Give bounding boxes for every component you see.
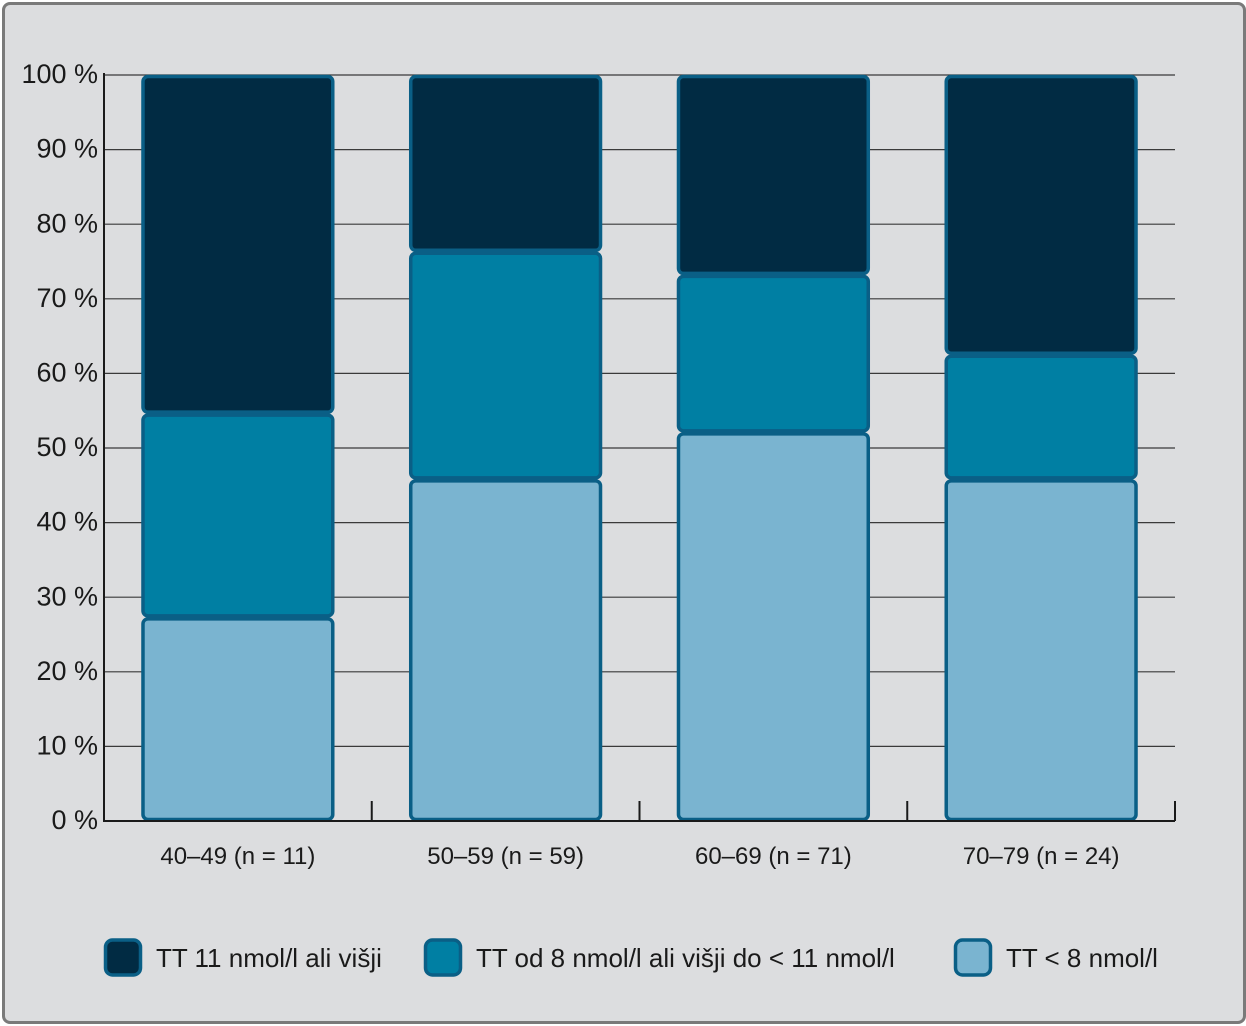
x-category-label: 60–69 (n = 71) xyxy=(695,843,852,870)
y-axis-tick-labels: 0 % 10 % 20 % 30 % 40 % 50 % 60 % 70 % 80 % 90 % 1… xyxy=(21,59,98,835)
bar-segment xyxy=(944,74,1138,355)
y-tick-label: 10 % xyxy=(36,731,98,761)
legend: TT 11 nmol/l ali višji TT od 8 nmol/l ali… xyxy=(103,938,1158,977)
y-tick-label: 70 % xyxy=(36,283,98,313)
bar-segment xyxy=(676,74,871,276)
legend-swatch xyxy=(953,938,993,977)
y-tick-label: 80 % xyxy=(36,208,98,238)
legend-label: TT < 8 nmol/l xyxy=(1006,943,1158,973)
bar-segment xyxy=(944,479,1138,822)
bar-segment xyxy=(141,74,335,414)
x-axis-category-labels: 40–49 (n = 11) 50–59 (n = 59) 60–69 (n = 7… xyxy=(160,843,1119,870)
bars xyxy=(141,74,1138,822)
legend-label: TT 11 nmol/l ali višji xyxy=(156,943,382,973)
bar-segment xyxy=(408,479,603,822)
y-tick-label: 0 % xyxy=(51,805,98,835)
bar-segment xyxy=(141,413,335,618)
bar-segment xyxy=(676,432,871,822)
bar-segment xyxy=(141,617,335,822)
legend-label: TT od 8 nmol/l ali višji do < 11 nmol/l xyxy=(476,943,895,973)
y-tick-label: 60 % xyxy=(36,358,98,388)
legend-swatch xyxy=(423,938,463,977)
x-category-label: 40–49 (n = 11) xyxy=(160,843,315,870)
y-tick-label: 50 % xyxy=(36,432,98,462)
axes xyxy=(103,73,1176,822)
legend-swatch xyxy=(103,938,143,977)
y-tick-label: 100 % xyxy=(21,59,98,89)
x-category-label: 50–59 (n = 59) xyxy=(427,843,584,870)
x-category-label: 70–79 (n = 24) xyxy=(963,843,1120,870)
bar-segment xyxy=(676,274,871,433)
y-tick-label: 90 % xyxy=(36,134,98,164)
bar-segment xyxy=(408,251,603,480)
bar-segment xyxy=(408,74,603,253)
y-tick-label: 20 % xyxy=(36,656,98,686)
bar-segment xyxy=(944,354,1138,480)
y-tick-label: 30 % xyxy=(36,581,98,611)
y-tick-label: 40 % xyxy=(36,507,98,537)
